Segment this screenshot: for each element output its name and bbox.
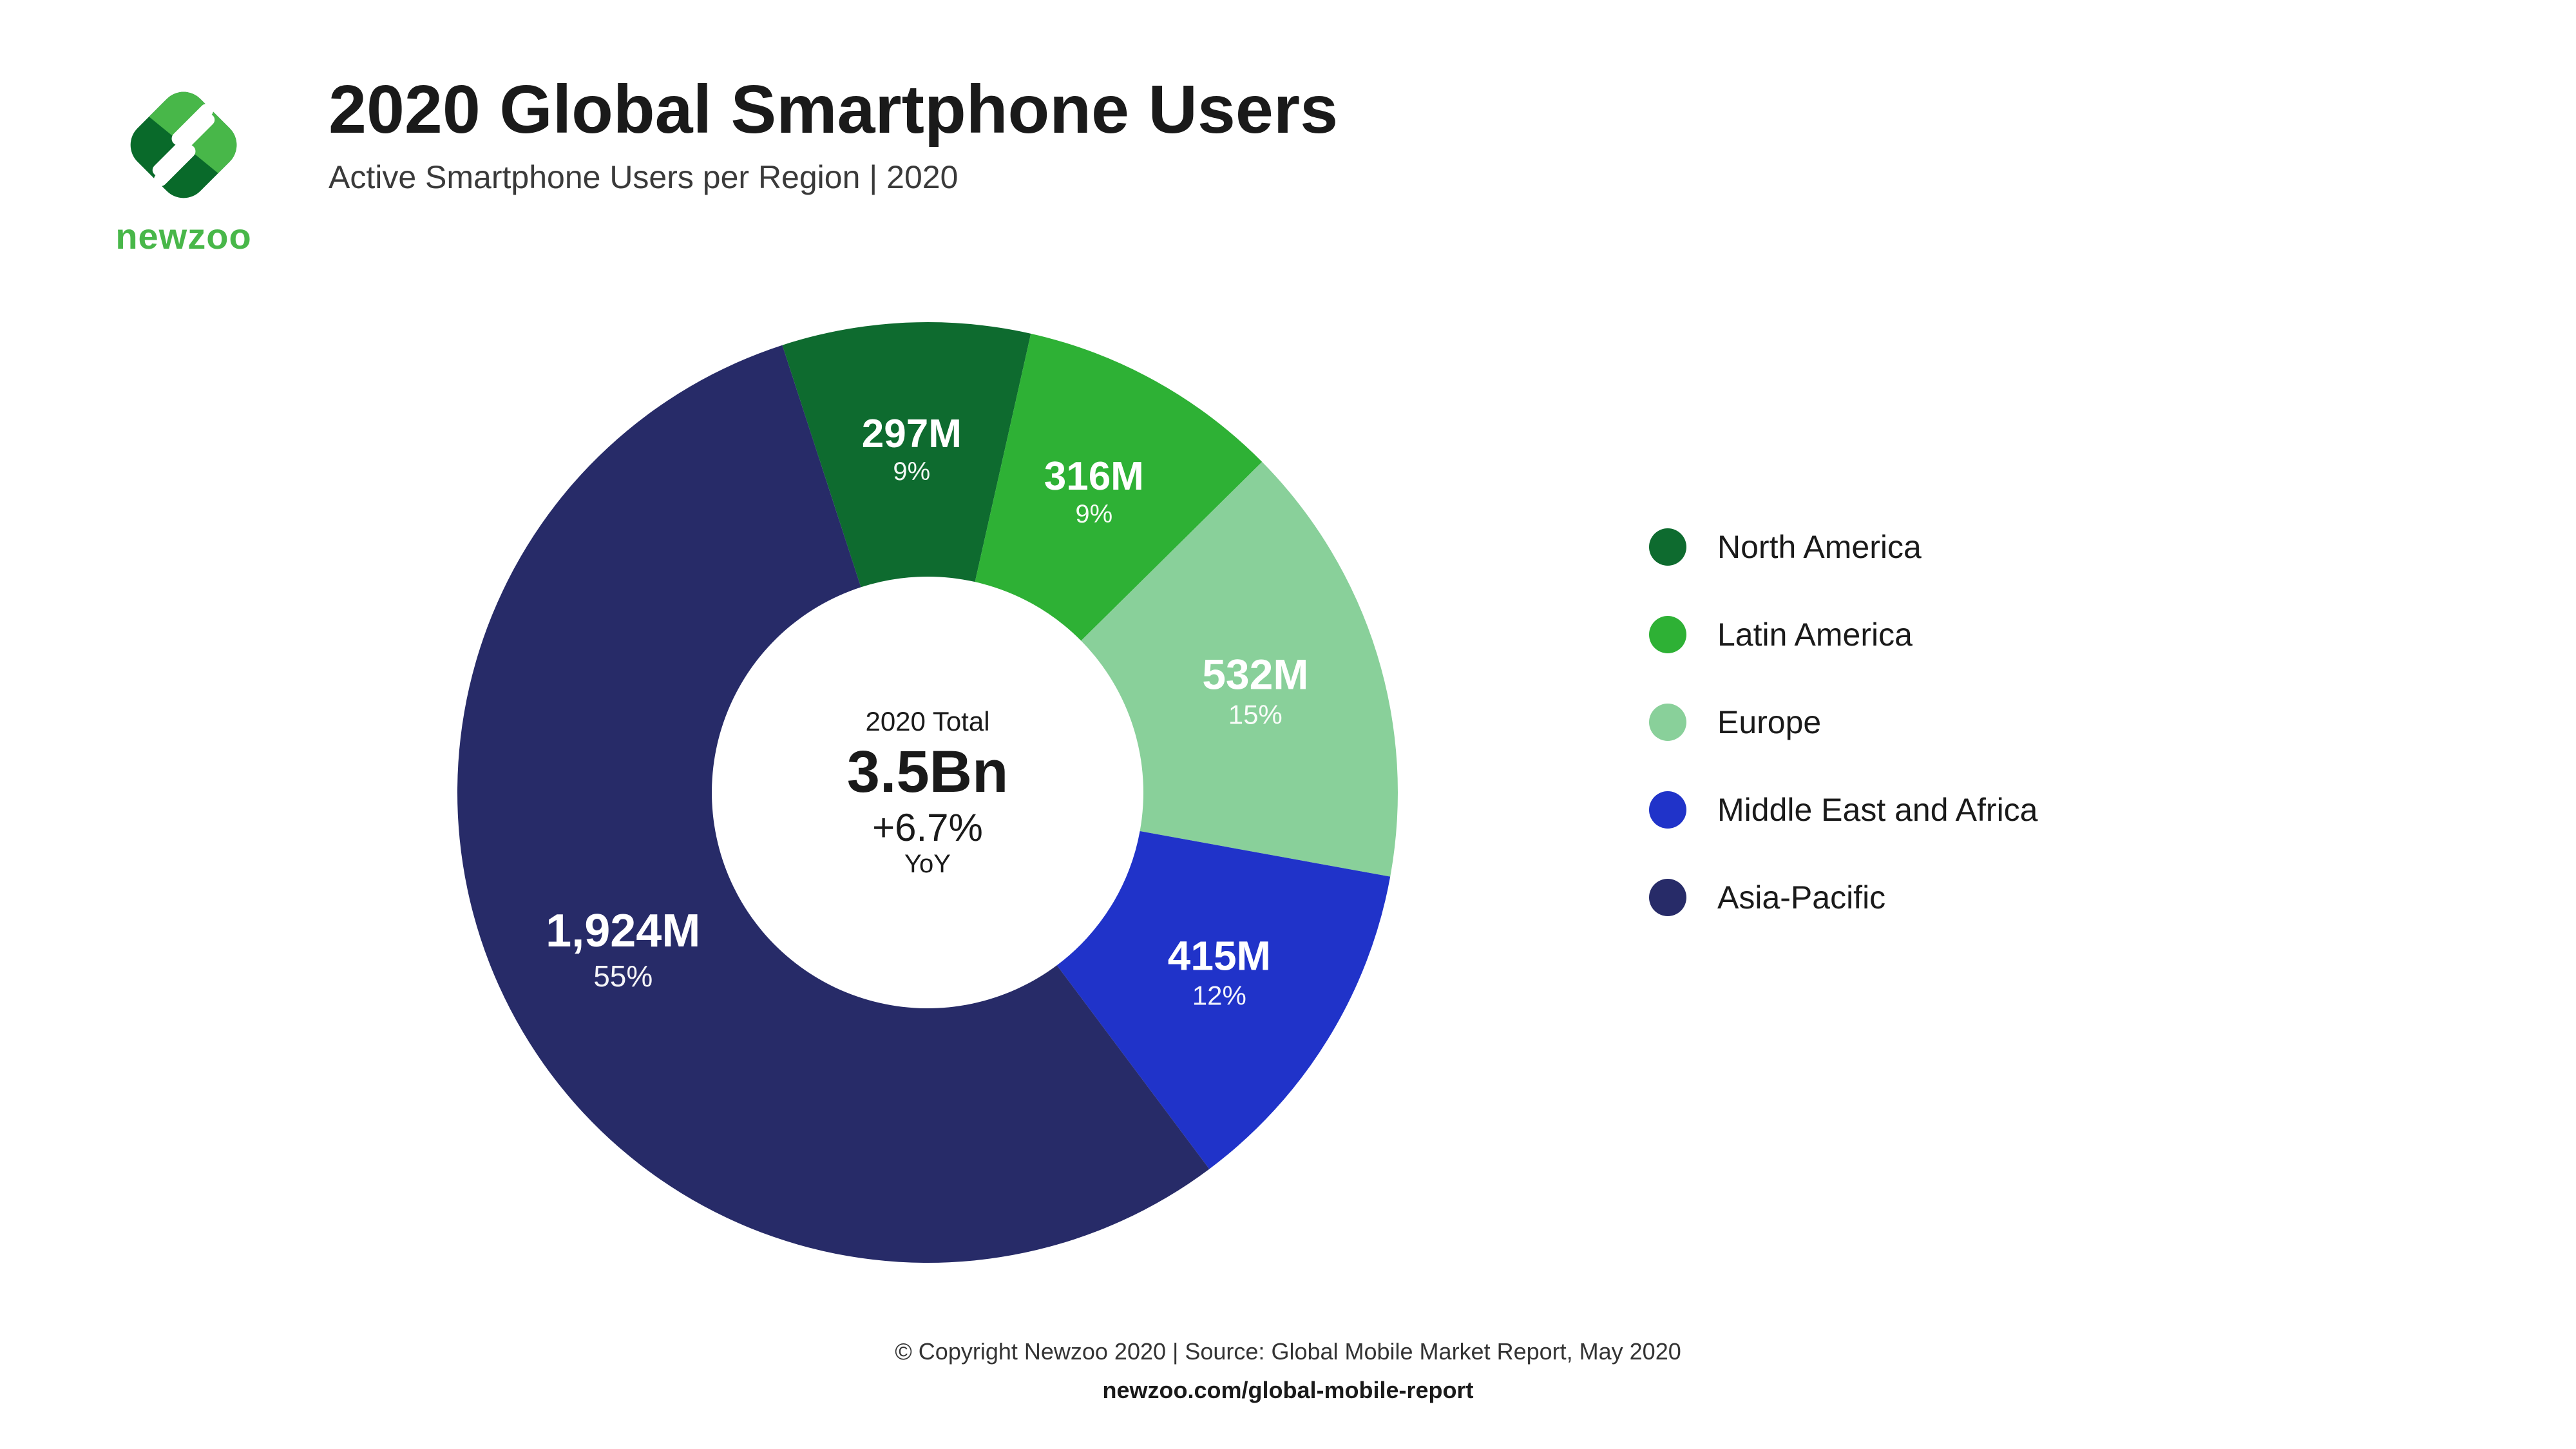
legend-label-middle_east_africa: Middle East and Africa bbox=[1717, 791, 2038, 829]
legend: North America Latin America Europe Middle E… bbox=[1649, 528, 2038, 916]
header: newzoo 2020 Global Smartphone Users Acti… bbox=[97, 71, 1338, 257]
footer: © Copyright Newzoo 2020 | Source: Global… bbox=[0, 1338, 2576, 1404]
brand-name: newzoo bbox=[115, 215, 251, 257]
legend-dot-asia_pacific bbox=[1649, 879, 1686, 916]
legend-item-europe: Europe bbox=[1649, 704, 2038, 741]
legend-label-latin_america: Latin America bbox=[1717, 616, 1913, 653]
center-total-value: 3.5Bn bbox=[847, 742, 1009, 801]
center-yoy-value: +6.7% bbox=[847, 805, 1009, 850]
page-title: 2020 Global Smartphone Users bbox=[329, 74, 1338, 146]
legend-dot-north_america bbox=[1649, 528, 1686, 566]
legend-item-middle_east_africa: Middle East and Africa bbox=[1649, 791, 2038, 829]
title-block: 2020 Global Smartphone Users Active Smar… bbox=[329, 74, 1338, 196]
legend-label-asia_pacific: Asia-Pacific bbox=[1717, 879, 1885, 916]
center-total-label: 2020 Total bbox=[847, 706, 1009, 737]
donut-center: 2020 Total 3.5Bn +6.7% YoY bbox=[847, 706, 1009, 879]
legend-dot-europe bbox=[1649, 704, 1686, 741]
footer-link: newzoo.com/global-mobile-report bbox=[0, 1377, 2576, 1404]
legend-label-north_america: North America bbox=[1717, 528, 1922, 566]
footer-copyright: © Copyright Newzoo 2020 | Source: Global… bbox=[0, 1338, 2576, 1365]
legend-item-asia_pacific: Asia-Pacific bbox=[1649, 879, 2038, 916]
legend-item-latin_america: Latin America bbox=[1649, 616, 2038, 653]
page: newzoo 2020 Global Smartphone Users Acti… bbox=[0, 0, 2576, 1449]
donut-chart: 2020 Total 3.5Bn +6.7% YoY 297M9%316M9%5… bbox=[451, 316, 1404, 1269]
center-yoy-label: YoY bbox=[847, 850, 1009, 879]
legend-item-north_america: North America bbox=[1649, 528, 2038, 566]
brand-logo: newzoo bbox=[97, 71, 271, 257]
page-subtitle: Active Smartphone Users per Region | 202… bbox=[329, 158, 1338, 196]
legend-dot-middle_east_africa bbox=[1649, 791, 1686, 829]
newzoo-logo-icon bbox=[110, 71, 258, 219]
legend-dot-latin_america bbox=[1649, 616, 1686, 653]
legend-label-europe: Europe bbox=[1717, 704, 1821, 741]
